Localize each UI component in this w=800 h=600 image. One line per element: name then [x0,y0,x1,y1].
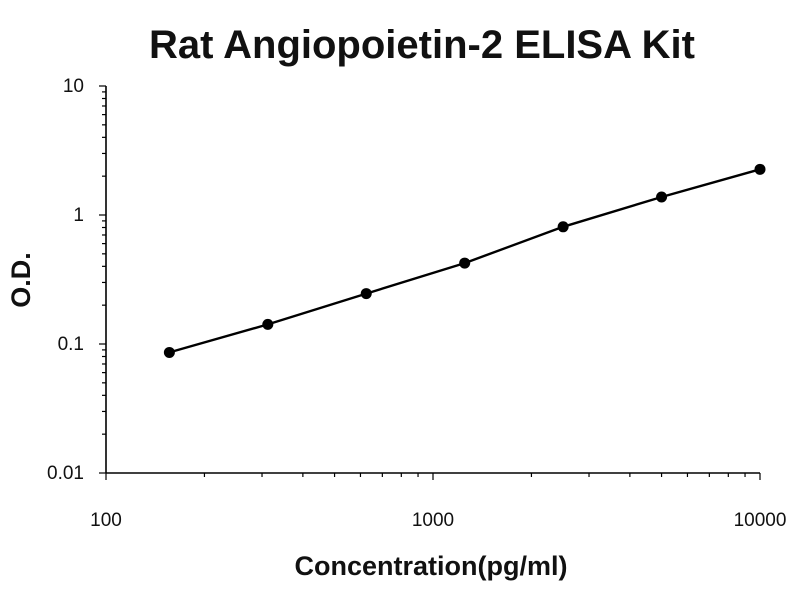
data-point [163,346,175,358]
y-tick-label: 0.1 [58,334,84,355]
y-axis-label: O.D. [6,252,36,308]
y-tick-label: 10 [63,76,84,97]
y-tick-label: 0.01 [47,463,84,484]
axis-ticks [99,85,761,480]
data-point [557,221,569,233]
data-point [262,318,274,330]
x-tick-label: 1000 [412,510,454,531]
x-axis-label: Concentration(pg/ml) [295,551,568,581]
axes [105,86,760,474]
data-point [656,191,668,203]
tick-labels: 0.01 0.1 1 10 100 1000 10000 [47,76,786,531]
y-tick-label: 1 [73,205,84,226]
chart-title: Rat Angiopoietin-2 ELISA Kit [149,23,695,67]
data-point [360,288,372,300]
x-tick-label: 10000 [734,510,787,531]
x-tick-label: 100 [90,510,122,531]
data-points [163,163,766,358]
data-point [459,257,471,269]
data-point [754,163,766,175]
